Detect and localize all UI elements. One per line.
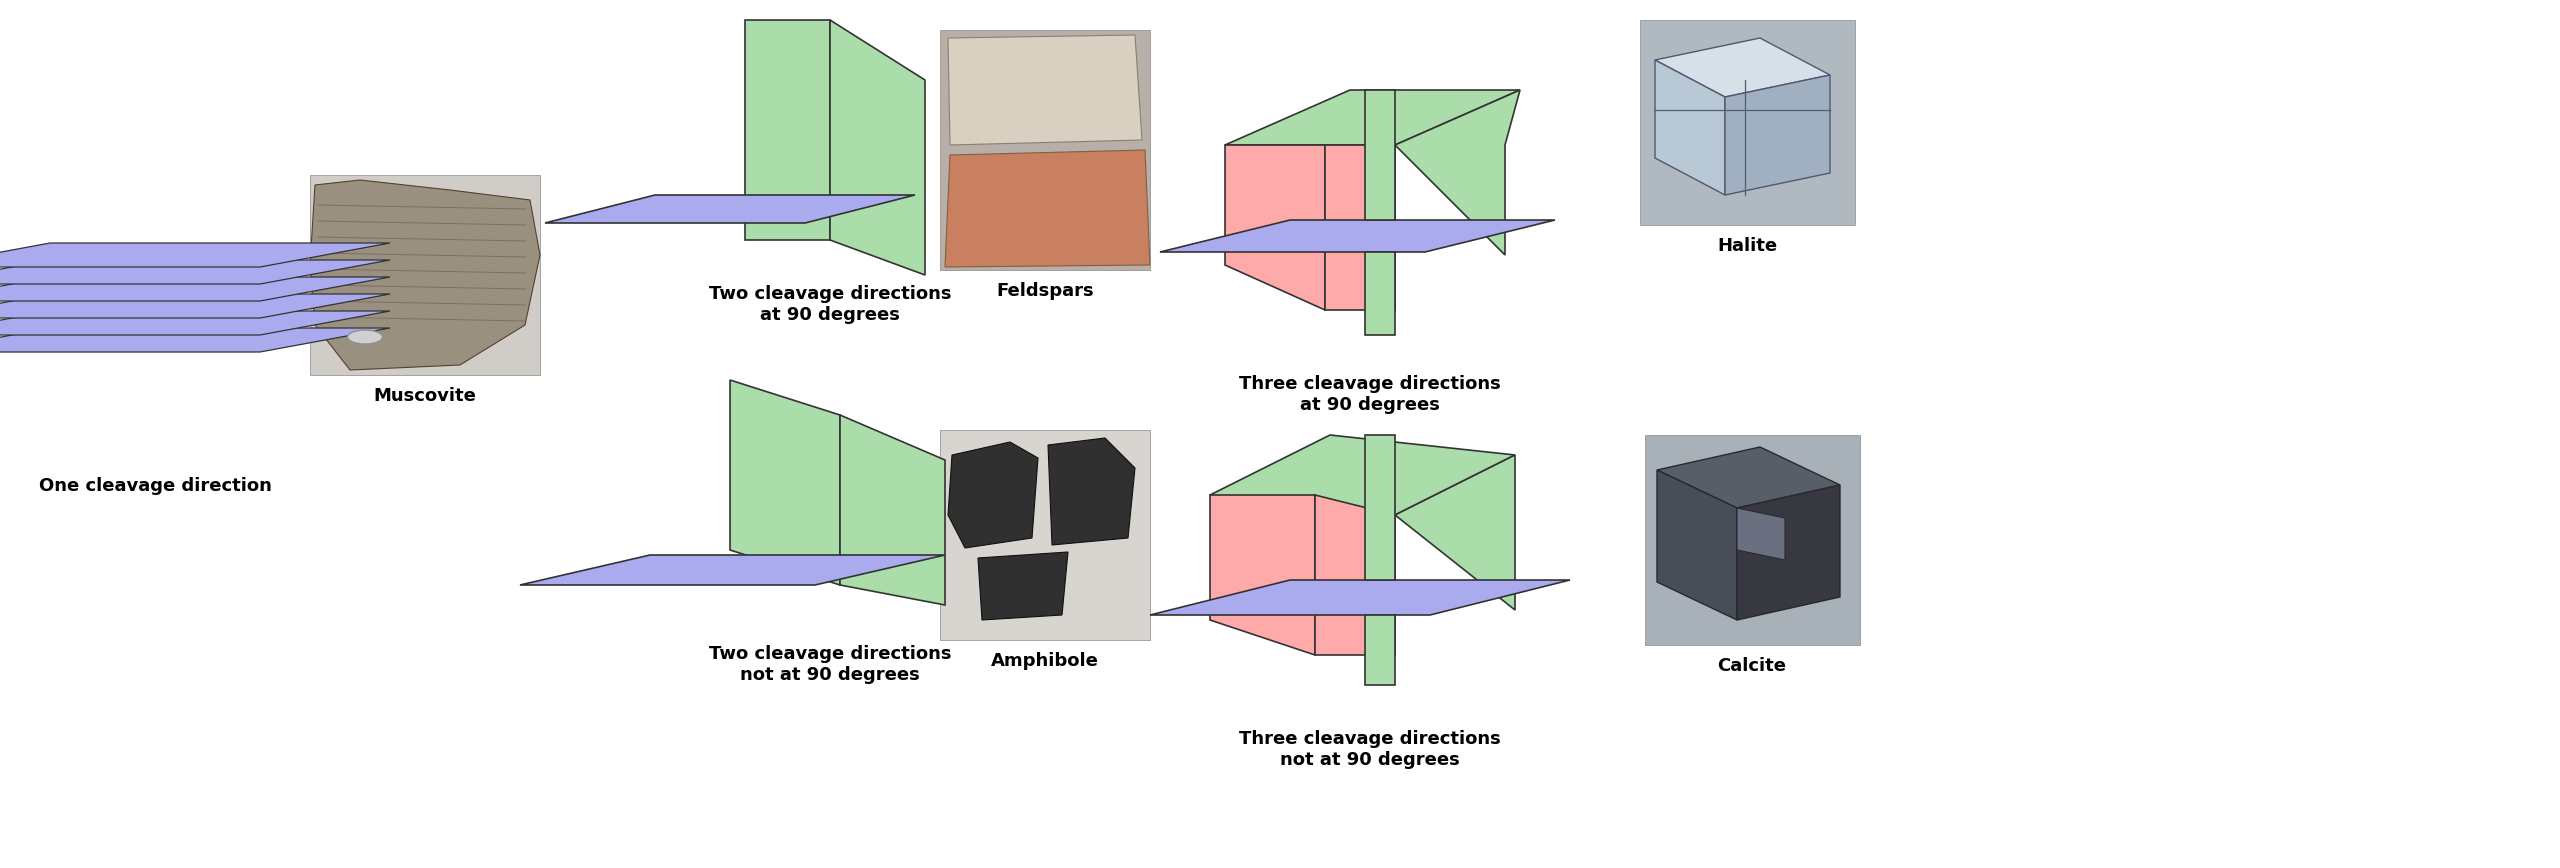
Polygon shape [0, 277, 389, 301]
Polygon shape [745, 20, 829, 240]
Polygon shape [1395, 455, 1516, 610]
Polygon shape [947, 442, 1037, 548]
Polygon shape [1226, 90, 1521, 145]
Ellipse shape [348, 330, 381, 344]
Polygon shape [1395, 90, 1521, 255]
Polygon shape [1738, 485, 1841, 620]
Polygon shape [0, 328, 389, 352]
Polygon shape [940, 430, 1149, 640]
Polygon shape [1149, 580, 1569, 615]
Text: Two cleavage directions
at 90 degrees: Two cleavage directions at 90 degrees [709, 285, 952, 324]
Polygon shape [310, 175, 540, 375]
Polygon shape [1654, 60, 1725, 195]
Polygon shape [1316, 495, 1395, 655]
Polygon shape [1656, 447, 1841, 508]
Polygon shape [1364, 615, 1395, 685]
Text: Two cleavage directions
not at 90 degrees: Two cleavage directions not at 90 degree… [709, 645, 952, 684]
Polygon shape [1047, 438, 1134, 545]
Polygon shape [1364, 90, 1395, 220]
Polygon shape [947, 35, 1142, 145]
Polygon shape [829, 20, 924, 275]
Text: Feldspars: Feldspars [996, 282, 1093, 300]
Polygon shape [1725, 75, 1830, 195]
Polygon shape [545, 195, 914, 223]
Polygon shape [1738, 508, 1784, 560]
Polygon shape [1364, 435, 1395, 580]
Polygon shape [1326, 145, 1395, 310]
Text: Calcite: Calcite [1718, 657, 1787, 675]
Polygon shape [945, 150, 1149, 267]
Polygon shape [0, 243, 389, 267]
Polygon shape [730, 380, 840, 585]
Polygon shape [840, 415, 945, 605]
Polygon shape [1211, 495, 1316, 655]
Text: Muscovite: Muscovite [374, 387, 476, 405]
Polygon shape [520, 555, 945, 585]
Text: Amphibole: Amphibole [991, 652, 1098, 670]
Text: Three cleavage directions
not at 90 degrees: Three cleavage directions not at 90 degr… [1239, 730, 1500, 769]
Text: Three cleavage directions
at 90 degrees: Three cleavage directions at 90 degrees [1239, 375, 1500, 414]
Polygon shape [1646, 435, 1861, 645]
Polygon shape [1226, 145, 1326, 310]
Polygon shape [1641, 20, 1856, 225]
Polygon shape [1160, 220, 1554, 252]
Polygon shape [0, 311, 389, 335]
Polygon shape [1364, 252, 1395, 335]
Polygon shape [0, 294, 389, 318]
Polygon shape [310, 180, 540, 370]
Polygon shape [978, 552, 1068, 620]
Polygon shape [1211, 435, 1516, 515]
Polygon shape [1656, 470, 1738, 620]
Polygon shape [0, 260, 389, 284]
Polygon shape [940, 30, 1149, 270]
Text: Halite: Halite [1718, 237, 1777, 255]
Polygon shape [1654, 38, 1830, 97]
Text: One cleavage direction: One cleavage direction [38, 477, 271, 495]
